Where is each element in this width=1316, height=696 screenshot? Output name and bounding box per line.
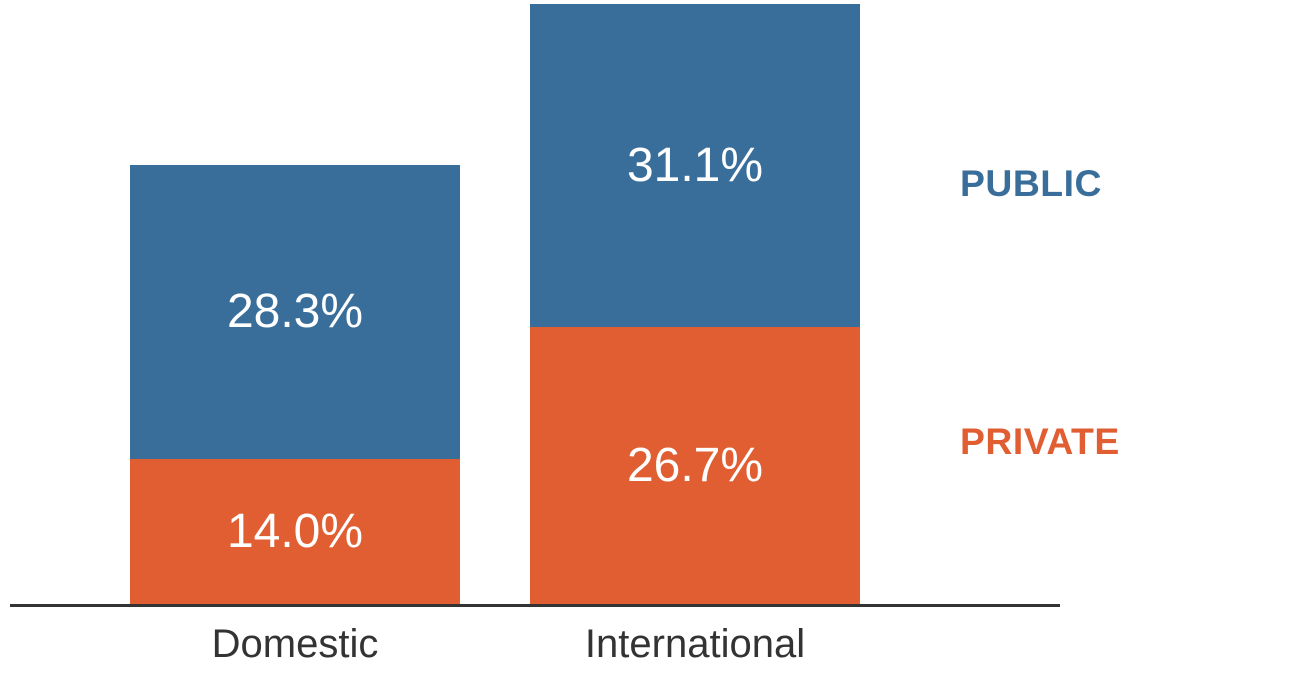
legend-public: PUBLIC bbox=[960, 162, 1102, 205]
bar-international-public-segment: 31.1% bbox=[530, 4, 860, 327]
bar-international-private-segment: 26.7% bbox=[530, 327, 860, 604]
bar-international-private-value: 26.7% bbox=[627, 438, 763, 493]
bar-international-public-value: 31.1% bbox=[627, 138, 763, 193]
x-label-domestic: Domestic bbox=[95, 622, 495, 667]
x-axis-baseline bbox=[10, 604, 1060, 607]
bar-domestic: 14.0% 28.3% bbox=[130, 165, 460, 604]
bar-domestic-private-segment: 14.0% bbox=[130, 459, 460, 604]
legend-private: PRIVATE bbox=[960, 420, 1120, 463]
bar-domestic-private-value: 14.0% bbox=[227, 504, 363, 559]
bar-domestic-public-value: 28.3% bbox=[227, 284, 363, 339]
stacked-bar-chart: 14.0% 28.3% 26.7% 31.1% Domestic Interna… bbox=[0, 0, 1316, 696]
bar-domestic-public-segment: 28.3% bbox=[130, 165, 460, 459]
x-label-international: International bbox=[495, 622, 895, 667]
bar-international: 26.7% 31.1% bbox=[530, 4, 860, 604]
